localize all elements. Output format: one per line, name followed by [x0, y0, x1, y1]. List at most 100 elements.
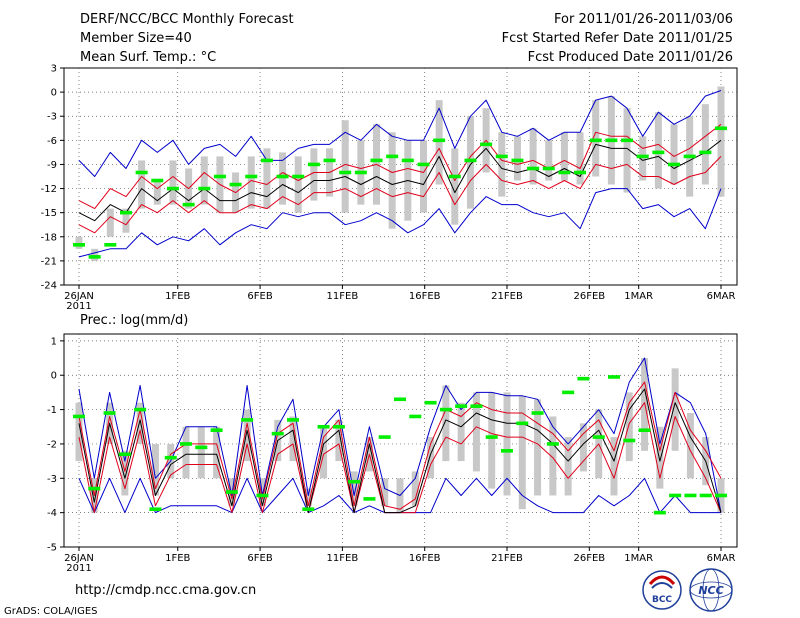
temp-ytick-label: 3 [51, 64, 57, 75]
prec-quartile-bar [457, 402, 465, 462]
prec-median-marker [592, 435, 605, 439]
prec-ytick-label: 0 [51, 371, 57, 382]
prec-median-marker [348, 479, 361, 484]
ncc-logo: NCC [689, 568, 733, 612]
prec-quartile-bar [350, 471, 358, 506]
temp-quartile-bar [169, 160, 177, 205]
bcc-logo-text: BCC [652, 595, 672, 605]
prec-xtick-label: 26FEB [573, 553, 605, 564]
prec-median-marker [424, 400, 437, 405]
prec-median-marker [684, 493, 697, 498]
prec-median-marker [134, 407, 147, 412]
temp-quartile-bar [717, 86, 725, 197]
temp-median-marker [386, 154, 399, 159]
temp-quartile-bar [592, 100, 600, 177]
temp-median-marker [480, 142, 493, 147]
prec-ytick-label: -3 [47, 474, 57, 485]
footer-url[interactable]: http://cmdp.ncc.cma.gov.cn [75, 583, 256, 598]
prec-quartile-bar [381, 478, 389, 506]
temp-median-marker [135, 170, 148, 175]
temp-quartile-bar [279, 152, 287, 205]
temp-xtick-label: 26FEB [573, 291, 605, 302]
temp-ytick-label: -24 [41, 281, 57, 292]
temp-median-marker [276, 174, 289, 179]
prec-median-marker [501, 449, 513, 453]
temp-median-marker [292, 174, 305, 179]
prec-quartile-bar [610, 437, 618, 496]
temp-median-marker [683, 154, 696, 159]
temp-xtick-label: 16FEB [409, 291, 441, 302]
bcc-logo: BCC [642, 570, 682, 610]
prec-median-marker [317, 424, 330, 429]
temp-quartile-bar [701, 104, 709, 185]
prec-quartile-bar [549, 416, 557, 496]
prec-quartile-bar [320, 426, 328, 479]
prec-quartile-bar [121, 450, 129, 496]
prec-ytick-label: -2 [47, 439, 57, 450]
prec-median-marker [485, 435, 498, 439]
prec-median-marker [623, 438, 636, 443]
prec-quartile-bar [472, 392, 480, 472]
temp-xtick-label: 1FEB [165, 291, 190, 302]
prec-median-marker [73, 414, 85, 419]
temp-quartile-bar [91, 248, 99, 261]
prec-quartile-bar [243, 409, 251, 462]
temp-ytick-label: -12 [41, 184, 57, 195]
temp-median-marker [213, 174, 226, 179]
temp-median-marker [151, 178, 164, 183]
temp-median-marker [495, 154, 508, 159]
temp-quartile-bar [435, 100, 443, 185]
temp-quartile-bar [263, 148, 271, 209]
prec-ytick-label: -1 [47, 405, 57, 416]
temp-quartile-bar [639, 136, 647, 181]
header-title: DERF/NCC/BCC Monthly Forecast [80, 12, 294, 27]
temp-ytick-label: -21 [41, 256, 57, 267]
prec-max-line [78, 357, 722, 513]
prec-median-marker [638, 428, 651, 432]
temp-quartile-bar [153, 180, 161, 205]
prec-median-marker [302, 507, 315, 512]
temp-ytick-label: -3 [47, 112, 57, 123]
prec-quartile-bar [442, 385, 450, 462]
temp-quartile-bar [466, 116, 474, 209]
temp-xtick-label: 21FEB [491, 291, 523, 302]
prec-quartile-bar [671, 368, 679, 451]
prec-median-marker [225, 490, 238, 494]
prec-quartile-bar [258, 478, 266, 506]
temp-median-marker [668, 162, 681, 167]
temp-max-line [78, 90, 722, 177]
prec-median-marker [378, 435, 391, 439]
ncc-logo-text: NCC [698, 584, 723, 597]
prec-quartile-bar [411, 471, 419, 506]
prec-median-marker [439, 407, 452, 412]
temp-xtick-year: 2011 [66, 301, 91, 312]
temp-median-marker [715, 126, 727, 131]
prec-median-marker [455, 404, 468, 408]
temp-quartile-bar [388, 132, 396, 229]
temp-quartile-bar [623, 108, 631, 193]
temp-xtick-label: 11FEB [327, 291, 359, 302]
temp-median-marker [699, 150, 712, 155]
header-member-size: Member Size=40 [80, 31, 192, 46]
prec-quartile-bar [182, 426, 190, 479]
temp-median-marker [621, 138, 634, 143]
prec-quartile-bar [136, 402, 144, 444]
temp-median-marker [605, 138, 618, 143]
temp-median-marker [652, 150, 665, 155]
temp-minus-std-line [78, 156, 722, 234]
prec-median-marker [470, 404, 483, 408]
temp-quartile-bar [654, 112, 662, 189]
header-period: For 2011/01/26-2011/03/06 [554, 12, 733, 27]
prec-xtick-label: 6FEB [247, 553, 272, 564]
temp-quartile-bar [419, 140, 427, 213]
temp-quartile-bar [75, 236, 83, 249]
temp-median-marker [73, 243, 85, 247]
prec-median-marker [164, 455, 177, 460]
temp-median-marker [542, 166, 555, 171]
temp-quartile-bar [247, 156, 255, 209]
prec-xtick-label: 11FEB [327, 553, 359, 564]
temp-mean-line [78, 139, 722, 222]
prec-quartile-bar [518, 395, 526, 510]
temp-xtick-label: 6MAR [707, 291, 736, 302]
